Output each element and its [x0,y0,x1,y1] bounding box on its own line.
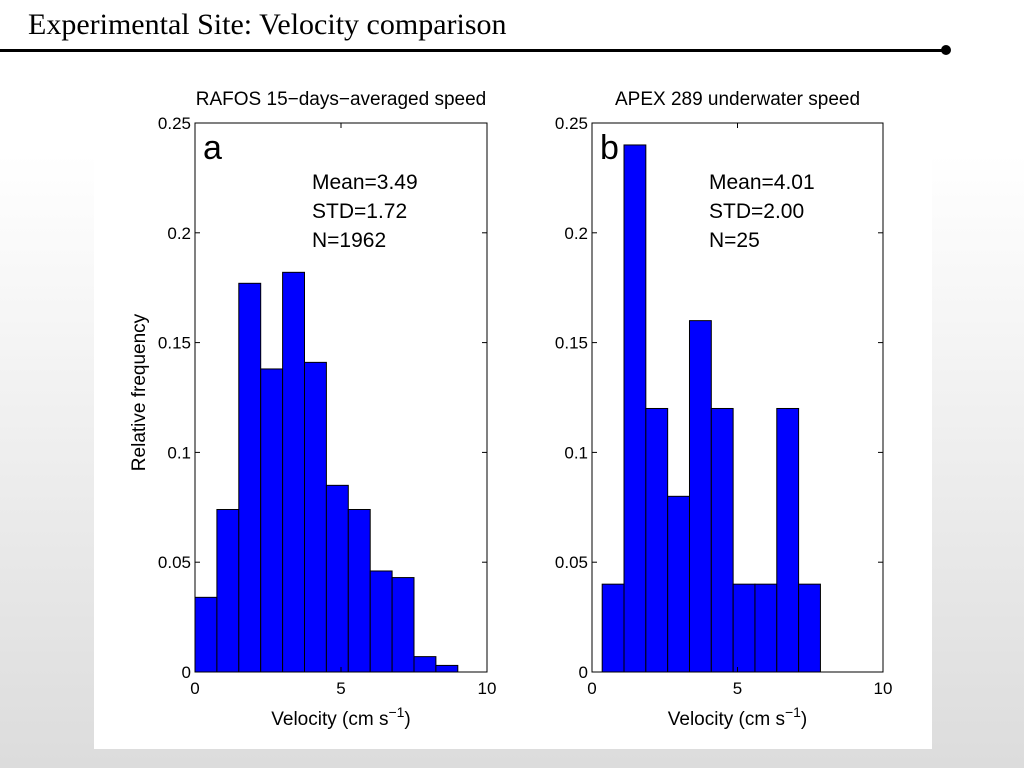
bar [732,583,756,673]
bar [282,271,306,673]
x-tick-label: 10 [874,679,893,698]
y-tick-label: 0.05 [555,553,588,572]
y-tick-label: 0.2 [167,224,191,243]
title-rule [0,49,946,52]
bar [601,583,625,673]
title-rule-end-dot [941,45,951,55]
y-tick-label: 0.25 [555,114,588,133]
bar [216,508,240,673]
bar [710,407,734,673]
y-tick-label: 0.15 [158,334,191,353]
y-tick-label: 0.15 [555,334,588,353]
y-tick-label: 0 [579,663,588,682]
bar [435,664,459,673]
bar [645,407,669,673]
bar [754,583,778,673]
stat-annotation: Mean=3.49 [312,171,418,194]
chart-title: RAFOS 15−days−averaged speed [196,89,486,110]
bar [413,656,437,673]
bar [667,495,690,673]
x-axis-label: Velocity (cm s−1) [668,704,808,730]
stat-annotation: N=1962 [312,229,386,252]
figure-panel: 0 0.05 0.1 0.15 0.2 0.25 0 5 10 RAFOS 15−days−ave… [94,72,932,749]
y-tick-label: 0.1 [167,443,191,462]
chart-title: APEX 289 underwater speed [615,89,860,110]
y-tick-label: 0.25 [158,114,191,133]
y-tick-label: 0.2 [564,224,588,243]
bar [304,361,327,673]
stat-annotation: Mean=4.01 [709,171,815,194]
bar [623,144,647,673]
chart-panel-b: 0 0.05 0.1 0.15 0.2 0.25 0 5 10 APEX 289 underwat… [555,89,893,730]
bar [325,484,349,673]
bar [347,508,371,673]
x-axis-label: Velocity (cm s−1) [271,704,411,730]
bar [776,407,800,673]
panel-label: a [203,129,222,167]
bar [688,320,712,673]
bar [798,583,821,673]
x-tick-label: 0 [587,679,596,698]
x-tick-label: 0 [190,679,199,698]
bar [369,570,393,673]
y-axis-label: Relative frequency [129,313,150,471]
bar [238,282,262,673]
x-tick-label: 10 [478,679,497,698]
y-tick-label: 0 [182,663,191,682]
stat-annotation: N=25 [709,229,760,252]
bar [194,596,218,673]
bar [260,368,284,673]
chart-panel-a: 0 0.05 0.1 0.15 0.2 0.25 0 5 10 RAFOS 15−days−ave… [129,89,496,730]
panel-label: b [600,129,619,167]
bar [391,577,415,673]
x-tick-label: 5 [733,679,742,698]
slide-title: Experimental Site: Velocity comparison [28,8,507,41]
x-tick-label: 5 [336,679,345,698]
y-tick-label: 0.1 [564,443,588,462]
stat-annotation: STD=2.00 [709,200,804,223]
y-tick-label: 0.05 [158,553,191,572]
stat-annotation: STD=1.72 [312,200,407,223]
